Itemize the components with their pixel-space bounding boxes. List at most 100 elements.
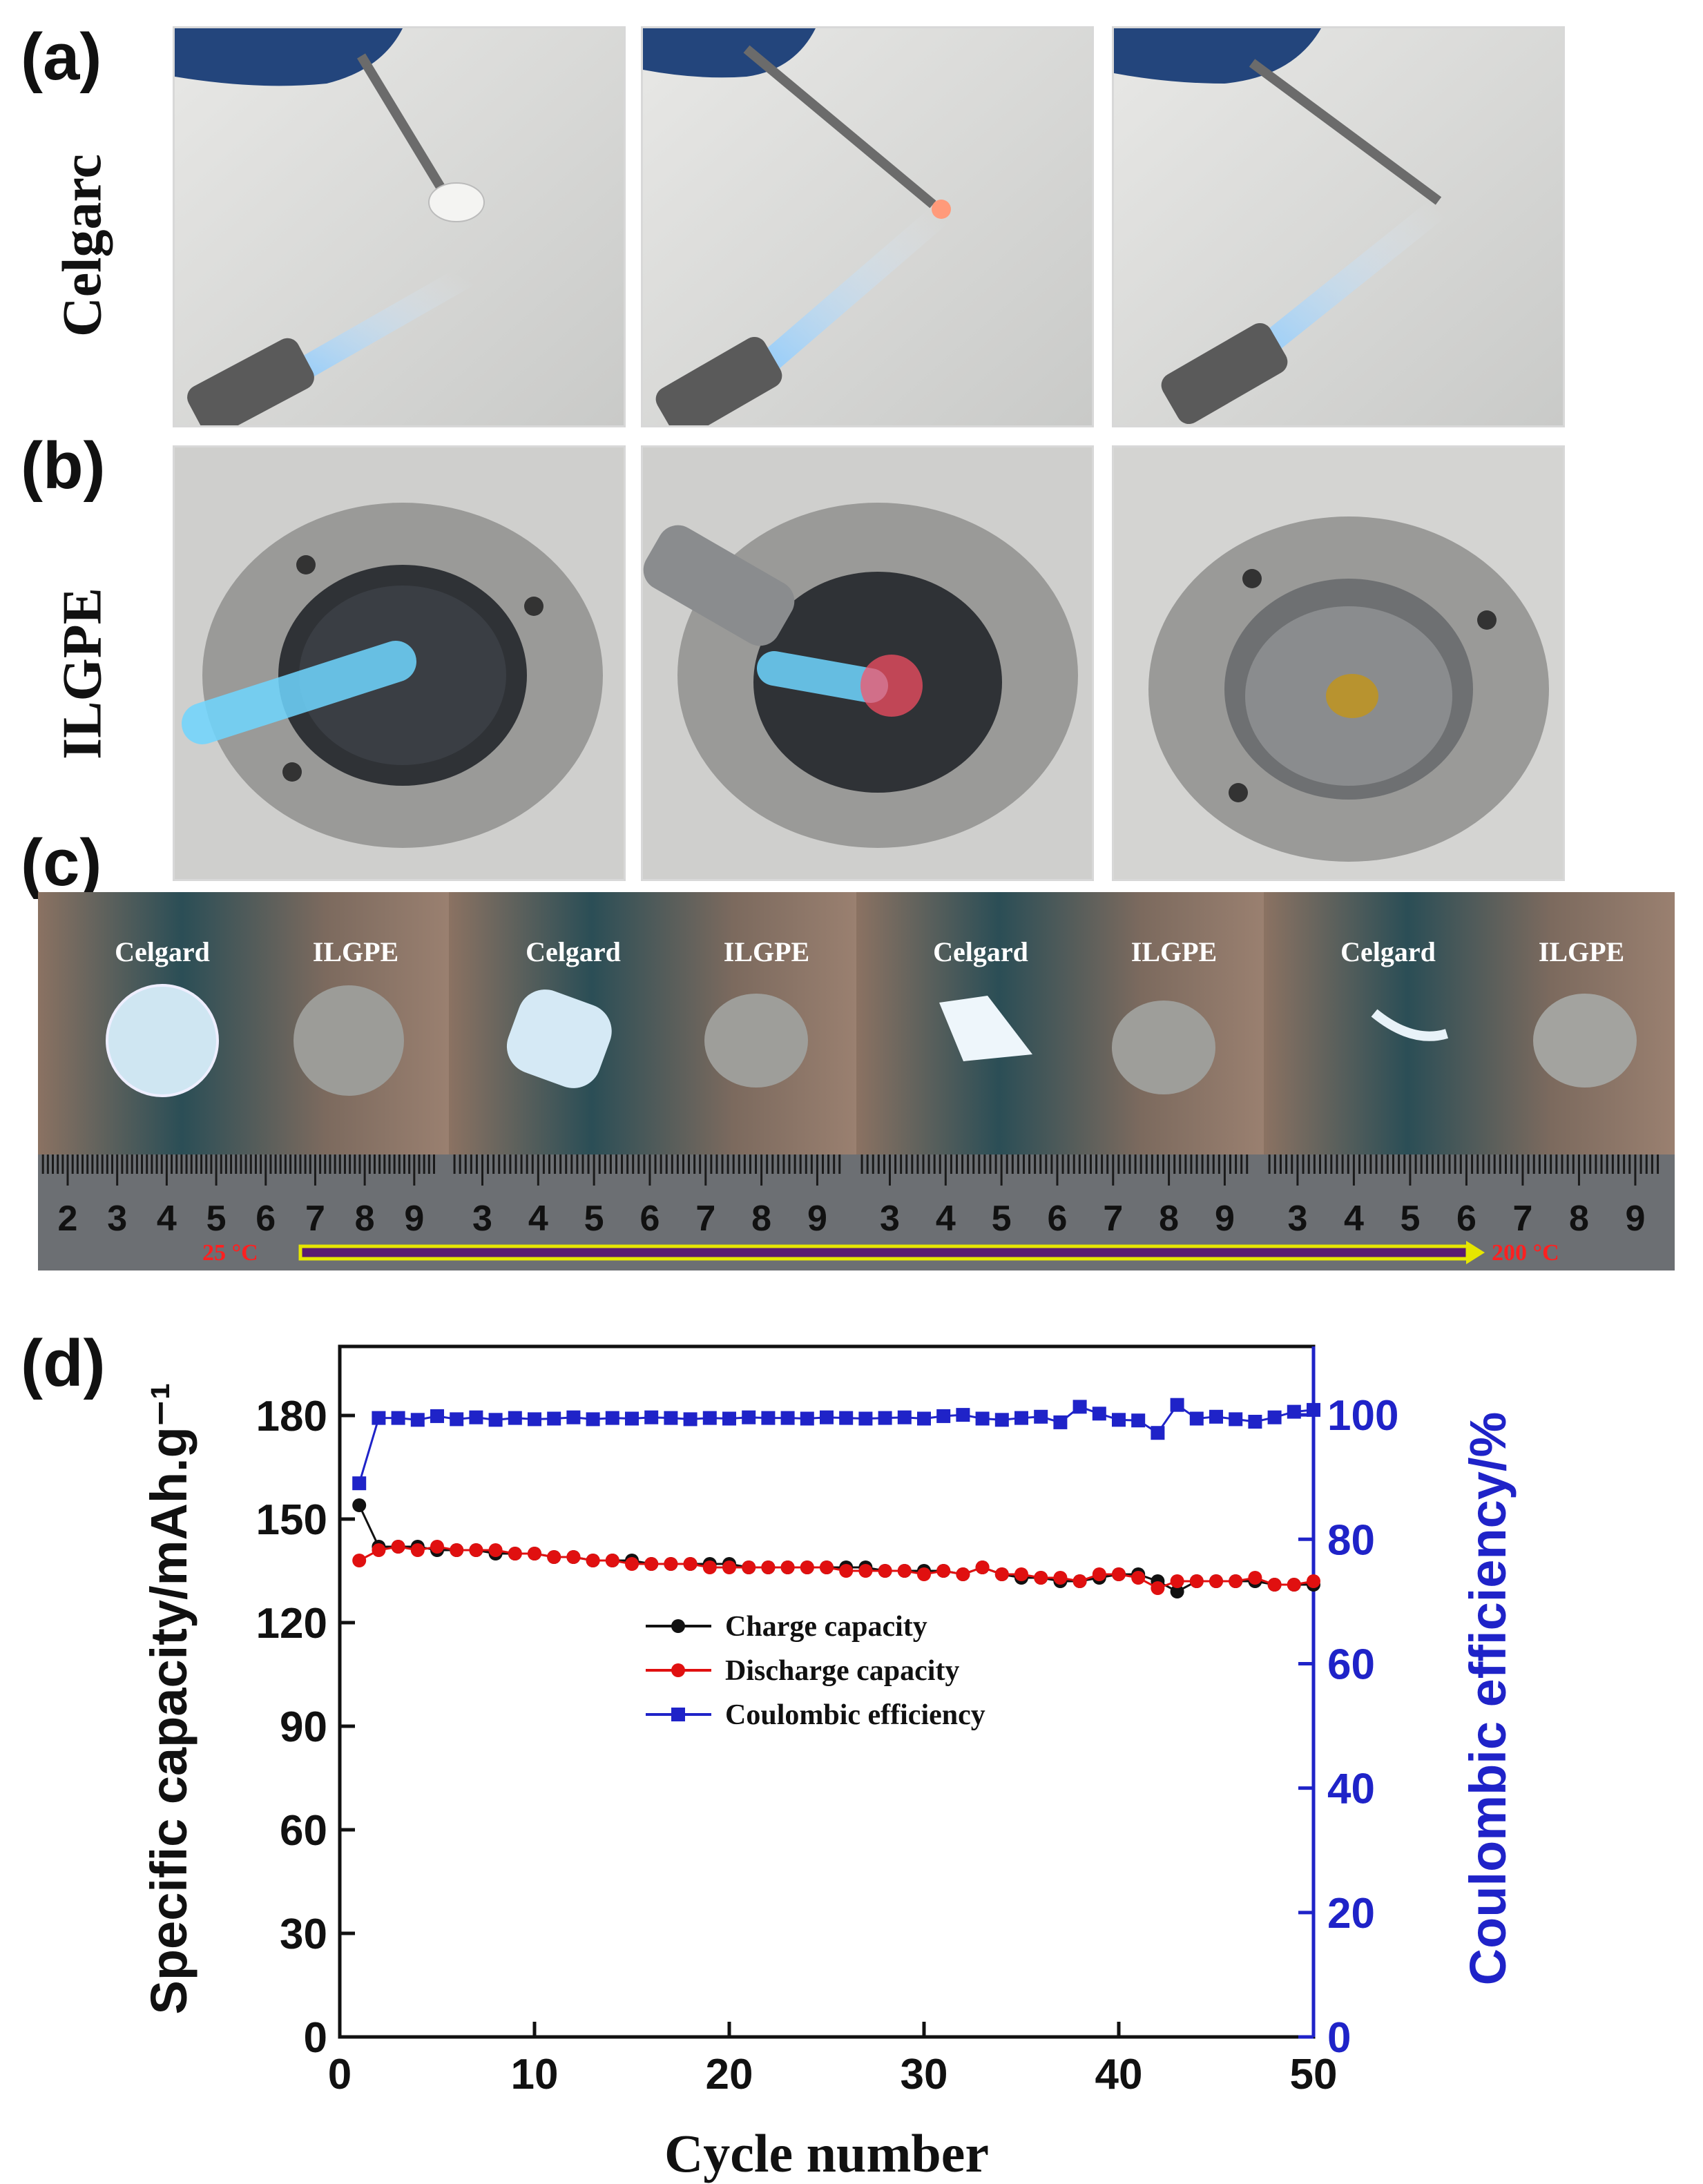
efficiency-point [644,1410,659,1424]
frame-4 [1264,892,1675,1154]
x-tick-label: 0 [328,2051,352,2098]
efficiency-point [1034,1409,1048,1424]
ruler-number: 7 [1103,1199,1123,1239]
efficiency-point [761,1411,776,1425]
efficiency-point [917,1411,931,1426]
frame-2-ilgpe-label: ILGPE [724,936,809,967]
temperature-arrowhead [1466,1241,1485,1264]
legend-label: Discharge capacity [725,1655,959,1687]
efficiency-point [450,1412,464,1427]
efficiency-point [1229,1412,1243,1427]
frame-4-ilgpe-label: ILGPE [1539,936,1624,967]
photo-b2 [641,445,1094,881]
discharge-point [994,1567,1009,1581]
ruler-number: 6 [1456,1199,1476,1239]
efficiency-point [1189,1411,1204,1426]
y2-tick-label: 60 [1327,1641,1375,1688]
discharge-point [975,1560,990,1574]
ruler-number: 6 [639,1199,660,1239]
cycling-chart: 0 10 20 30 40 500306090120150180020406080100 … [140,1344,1517,2183]
efficiency-point [566,1410,581,1424]
ruler-number: 7 [305,1199,325,1239]
temperature-arrow [298,1244,1470,1261]
discharge-point [858,1564,873,1578]
ruler-number: 7 [695,1199,715,1239]
efficiency-point [430,1409,444,1423]
ruler-number: 3 [880,1199,900,1239]
discharge-point [917,1567,931,1581]
x-tick-label: 20 [706,2051,753,2098]
y-axis-title: Specific capacity/mAh.g⁻¹ [140,1383,198,2015]
ruler-number: 8 [1569,1199,1589,1239]
x-tick-label: 30 [901,2051,948,2098]
legend-label: Coulombic efficiency [725,1699,985,1731]
legend-marker [671,1708,685,1721]
efficiency-point [702,1411,717,1425]
ruler-number: 7 [1512,1199,1532,1239]
ruler-number: 2 [58,1199,78,1239]
discharge-point [508,1547,522,1560]
discharge-point [878,1564,892,1578]
discharge-point [742,1560,756,1574]
efficiency-point [352,1476,367,1491]
ruler-number: 8 [751,1199,771,1239]
discharge-point [722,1560,736,1574]
discharge-point [547,1550,561,1564]
temp-start-label: 25 °C [202,1240,258,1266]
discharge-point [702,1560,717,1574]
discharge-point [1189,1574,1204,1588]
y-tick-label: 90 [280,1703,327,1751]
photo-a3 [1112,26,1565,427]
ruler-number: 9 [807,1199,827,1239]
efficiency-point [469,1410,483,1424]
efficiency-point [897,1410,912,1424]
discharge-point [586,1554,600,1567]
discharge-point [469,1543,483,1557]
frame-3-ilgpe-label: ILGPE [1131,936,1217,967]
efficiency-point [683,1412,697,1427]
ruler-number: 8 [355,1199,375,1239]
photo-b3 [1112,445,1565,881]
discharge-point [761,1560,776,1574]
photo-b1 [173,445,626,881]
panel-letter-d: (d) [21,1326,106,1400]
ruler-number: 4 [528,1199,548,1239]
ruler-number: 5 [1400,1199,1420,1239]
x-tick-label: 10 [511,2051,559,2098]
x-tick-label: 50 [1290,2051,1338,2098]
frame-4-celgard-label: Celgard [1340,936,1436,967]
ruler-ticks [41,1154,1659,1186]
discharge-point [352,1554,367,1567]
discharge-point [1034,1571,1048,1585]
discharge-point [605,1554,619,1567]
discharge-point [897,1564,912,1578]
efficiency-point [1131,1413,1146,1428]
ruler-number: 6 [1047,1199,1067,1239]
efficiency-point [508,1411,522,1425]
efficiency-point [1112,1413,1126,1427]
ruler-number: 9 [404,1199,424,1239]
discharge-point [820,1560,834,1574]
efficiency-point [625,1411,639,1426]
y-tick-label: 180 [256,1393,327,1440]
efficiency-point [1092,1407,1106,1421]
efficiency-point [742,1410,756,1424]
discharge-point [664,1557,678,1571]
discharge-point [372,1543,386,1557]
efficiency-point [1209,1409,1223,1424]
efficiency-point [975,1411,990,1426]
discharge-point [566,1550,581,1564]
photo-a2 [641,26,1094,427]
frame-1-celgard-label: Celgard [115,936,210,967]
discharge-point [1131,1571,1146,1585]
y2-tick-label: 80 [1327,1516,1375,1564]
discharge-point [1209,1574,1223,1588]
efficiency-point [722,1411,736,1426]
discharge-point [1287,1578,1301,1592]
frame-1-ilgpe-label: ILGPE [313,936,398,967]
discharge-point [956,1567,970,1581]
y-tick-label: 120 [256,1600,327,1647]
efficiency-point [956,1408,970,1422]
ruler-number: 3 [1287,1199,1307,1239]
